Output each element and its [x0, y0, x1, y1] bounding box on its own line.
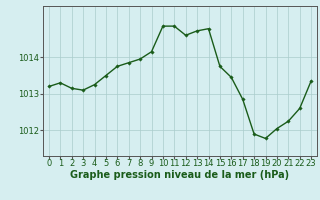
X-axis label: Graphe pression niveau de la mer (hPa): Graphe pression niveau de la mer (hPa)	[70, 170, 290, 180]
